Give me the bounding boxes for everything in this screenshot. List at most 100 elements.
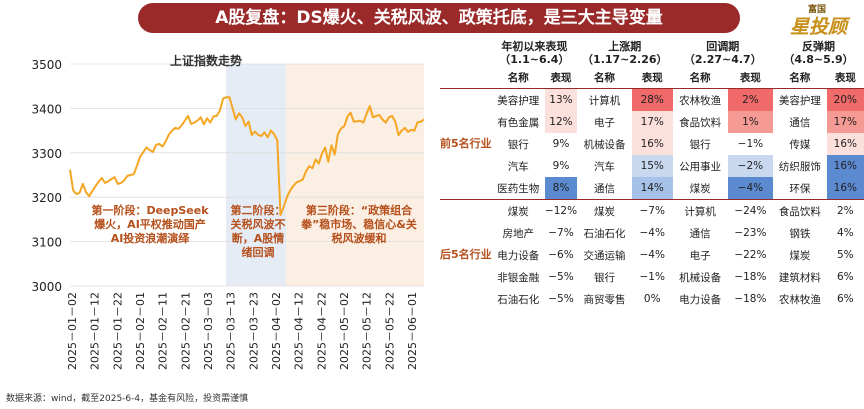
industry-value: 28% [631, 88, 673, 111]
industry-name: 交通运输 [583, 249, 626, 262]
industry-name: 商贸零售 [583, 293, 626, 306]
y-tick-label: 3000 [31, 280, 62, 294]
col-name-header: 名称 [507, 71, 529, 84]
industry-value: −18% [734, 271, 767, 283]
industry-value: −23% [734, 227, 767, 239]
table-row: 医药生物 8% 通信 14% 煤炭 −4% 环保 16% [440, 177, 864, 200]
industry-value: −1% [727, 133, 774, 155]
industry-value: 5% [837, 249, 854, 261]
industry-value: 13% [544, 88, 578, 111]
logo-main-text: 星投顾 [790, 16, 848, 38]
industry-value: −7% [548, 227, 574, 239]
period-header: 回调期 （2.27~4.7） [683, 40, 762, 66]
industry-value: −12% [544, 205, 578, 217]
industry-value: 17% [826, 111, 864, 133]
chart-title: 上证指数走势 [170, 54, 243, 68]
industry-value: 16% [631, 133, 673, 155]
stage-three-label: 第三阶段：“政策组合拳”稳市场、稳信心&关税风波缓和 [301, 204, 417, 245]
industry-name: 机械设备 [583, 138, 626, 151]
y-tick-label: 3100 [31, 236, 62, 250]
industry-name: 食品饮料 [778, 205, 821, 218]
x-tick-label: 2025－02－11 [157, 292, 170, 370]
industry-name: 电力设备 [679, 293, 722, 306]
table-row: 房地产 −7% 石油石化 −4% 通信 −23% 钢铁 4% [440, 222, 864, 244]
x-tick-label: 2025－01－22 [111, 292, 124, 370]
brand-logo: 富国 星投顾 [770, 2, 862, 38]
industry-value: 16% [826, 155, 864, 177]
industry-name: 银行 [507, 138, 529, 151]
industry-value: −4% [639, 227, 665, 239]
industry-value: 14% [631, 177, 673, 200]
table-row: 银行 9% 机械设备 16% 银行 −1% 传媒 16% [440, 133, 864, 155]
x-tick-label: 2025－03－23 [247, 292, 260, 370]
y-tick-label: 3500 [31, 58, 62, 72]
industry-name: 汽车 [507, 160, 529, 173]
industry-name: 通信 [789, 116, 811, 129]
table-row: 前5名行业 美容护理 13% 计算机 28% 农林牧渔 2% 美容护理 20% [440, 88, 864, 150]
stage-one-label: 第一阶段：DeepSeek爆火，AI平权推动国产AI投资浪潮演绎 [91, 204, 209, 245]
industry-name: 电力设备 [497, 249, 540, 262]
stage-two-band [226, 64, 286, 286]
industry-name: 机械设备 [679, 271, 722, 284]
industry-name: 医药生物 [497, 182, 540, 195]
industry-name: 石油石化 [497, 293, 540, 306]
x-tick-label: 2025－01－02 [66, 292, 79, 370]
industry-value: 16% [826, 177, 864, 200]
table-row: 后5名行业 煤炭 −12% 煤炭 −7% 计算机 −24% 食品饮料 2% [440, 199, 864, 260]
period-header: 反弹期 （4.8~5.9） [783, 40, 854, 66]
industry-value: −5% [548, 271, 574, 283]
industry-value: 0% [643, 293, 661, 305]
x-tick-label: 2025－04－22 [315, 292, 328, 370]
industry-value: 20% [826, 88, 864, 111]
x-tick-label: 2025－02－01 [134, 292, 147, 370]
col-name-header: 名称 [689, 71, 711, 84]
x-tick-label: 2025－04－02 [270, 292, 283, 370]
col-name-header: 名称 [789, 71, 811, 84]
industry-table: 年初以来表现 （1.1~6.4） 上涨期 （1.17~2.26） 回调期 （2.27~… [440, 40, 864, 310]
table-row: 非银金融 −5% 银行 −1% 机械设备 −18% 建筑材料 6% [440, 266, 864, 288]
industry-name: 煤炭 [507, 205, 529, 218]
industry-name: 美容护理 [497, 94, 540, 107]
period-header-row: 年初以来表现 （1.1~6.4） 上涨期 （1.17~2.26） 回调期 （2.27~… [440, 40, 864, 66]
stage-three-band [286, 64, 424, 286]
x-tick-label: 2025－04－12 [293, 292, 306, 370]
table-row: 有色金属 12% 电子 17% 食品饮料 1% 通信 17% [440, 111, 864, 133]
col-perf-header: 表现 [739, 71, 761, 84]
x-tick-label: 2025－05－22 [383, 292, 396, 370]
industry-value: 16% [826, 133, 864, 155]
industry-name: 计算机 [588, 94, 621, 107]
industry-value: 2% [727, 88, 774, 111]
industry-name: 电子 [593, 116, 615, 129]
industry-value: −7% [639, 205, 665, 217]
col-name-header: 名称 [593, 71, 615, 84]
x-tick-label: 2025－03－03 [202, 292, 215, 370]
x-tick-label: 2025－05－02 [338, 292, 351, 370]
industry-name: 煤炭 [789, 249, 811, 262]
industry-value: 17% [631, 111, 673, 133]
industry-name: 石油石化 [583, 227, 626, 240]
industry-name: 传媒 [789, 138, 811, 151]
period-header: 上涨期 （1.17~2.26） [582, 40, 668, 66]
y-tick-label: 3300 [31, 147, 62, 161]
index-line [69, 96, 425, 216]
industry-name: 有色金属 [497, 116, 540, 129]
col-perf-header: 表现 [550, 71, 572, 84]
industry-value: 4% [837, 227, 854, 239]
line-chart: 3000 3100 3200 3300 3400 3500 2025－01－02 2025－… [31, 58, 425, 370]
industry-value: −4% [727, 177, 774, 200]
column-header-row: 名称 表现 名称 表现 名称 表现 名称 表现 [440, 66, 864, 89]
industry-value: 6% [837, 271, 854, 283]
table-row: 电力设备 −6% 交通运输 −4% 电子 −22% 煤炭 5% [440, 244, 864, 266]
industry-name: 银行 [593, 271, 615, 284]
y-tick-label: 3400 [31, 102, 62, 116]
industry-value: 12% [544, 111, 578, 133]
industry-value: −2% [727, 155, 774, 177]
industry-name: 建筑材料 [778, 271, 821, 284]
x-tick-label: 2025－01－12 [89, 292, 102, 370]
industry-name: 环保 [789, 182, 811, 195]
period-header: 年初以来表现 （1.1~6.4） [499, 40, 570, 66]
data-source-note: 数据来源：wind，截至2025-6-4，基金有风险，投资需谨慎 [6, 394, 249, 404]
table-row: 石油石化 −5% 商贸零售 0% 电力设备 −18% 农林牧渔 6% [440, 288, 864, 310]
industry-name: 电子 [689, 249, 711, 262]
industry-value: 15% [631, 155, 673, 177]
